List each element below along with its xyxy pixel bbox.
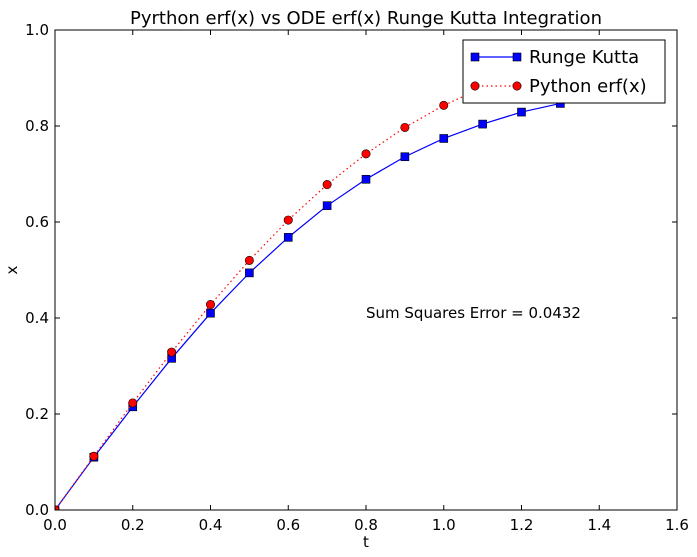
x-tick-label: 0.8 [354,516,378,534]
y-tick-label: 0.0 [25,501,49,519]
y-tick-label: 0.6 [25,213,49,231]
chart-title: Pyrthon erf(x) vs ODE erf(x) Runge Kutta… [130,8,602,29]
python-erf-point [361,149,371,159]
python-erf-point [206,300,216,310]
runge-kutta-point [322,201,332,210]
runge-kutta-point [283,233,293,242]
legend-marker [512,81,522,91]
x-tick-label: 1.4 [587,516,611,534]
legend-marker [470,52,480,62]
sum-squares-error-annotation: Sum Squares Error = 0.0432 [366,304,581,322]
x-tick-label: 1.0 [432,516,456,534]
x-tick-label: 0.4 [199,516,223,534]
python-erf-point [439,100,449,110]
runge-kutta-point [245,268,254,278]
python-erf-point [244,255,254,265]
legend-marker [512,52,522,62]
x-tick-label: 0.2 [121,516,145,534]
python-erf-point [322,180,332,190]
legend-marker [470,81,480,91]
legend: Runge Kutta Python erf(x) [462,39,666,104]
python-erf-point [283,215,293,225]
x-tick-label: 0.0 [43,516,67,534]
series-line-1 [55,45,639,510]
runge-kutta-point [206,308,215,318]
y-tick-label: 0.2 [25,405,49,423]
runge-kutta-point [517,107,526,117]
plot-area [55,41,643,510]
legend-label: Runge Kutta [529,47,639,68]
runge-kutta-point [400,152,410,162]
python-erf-point [167,347,177,357]
python-erf-point [128,398,138,408]
x-tick-label: 0.6 [276,516,300,534]
legend-label: Python erf(x) [529,76,647,97]
axis-ticks: 0.0 0.2 0.4 0.6 0.8 1.0 1.2 1.4 1.6 0.0 0.2 0.4 0.6 0… [25,21,689,534]
python-erf-point [400,122,410,132]
x-axis-label: t [363,533,369,551]
x-tick-label: 1.6 [665,516,689,534]
legend-box [462,39,666,104]
runge-kutta-point [478,119,487,129]
y-tick-label: 0.8 [25,117,49,135]
x-tick-label: 1.2 [510,516,534,534]
y-tick-label: 1.0 [25,21,49,39]
y-axis-label: x [3,265,21,274]
python-erf-point [89,451,99,461]
plot-frame [54,29,678,511]
runge-kutta-point [361,174,371,184]
y-tick-label: 0.4 [25,309,49,327]
runge-kutta-point [439,134,449,143]
series-line-0 [55,90,639,510]
